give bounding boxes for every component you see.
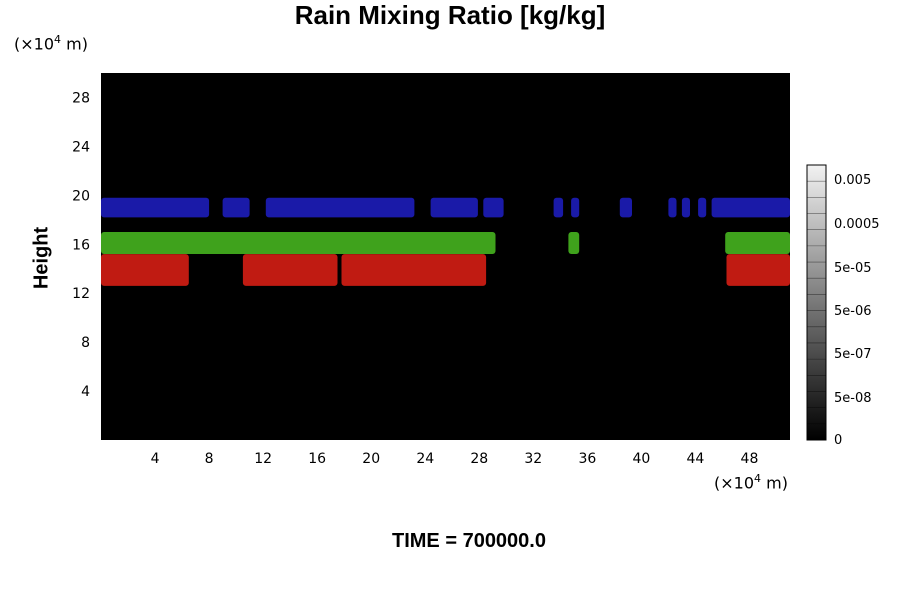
rain-band-segment — [681, 197, 690, 218]
x-tick-label: 28 — [470, 451, 488, 467]
x-tick-labels: 4 8 12 16 20 24 28 32 36 40 44 48 — [151, 451, 759, 467]
rain-band-segment — [725, 232, 790, 254]
rain-band-segment — [698, 197, 707, 218]
rain-band-segment — [571, 197, 580, 218]
rain-band-segment — [101, 197, 210, 218]
x-tick-label: 44 — [687, 451, 705, 467]
y-tick-label: 12 — [72, 286, 90, 302]
rain-band-segment — [341, 254, 487, 286]
y-tick-label: 16 — [72, 237, 90, 253]
x-tick-label: 16 — [308, 451, 326, 467]
rain-band-segment — [101, 254, 189, 286]
x-axis-unit: (×104 m) — [714, 472, 788, 493]
y-tick-labels: 4 8 12 16 20 24 28 — [72, 90, 90, 400]
x-tick-label: 48 — [741, 451, 759, 467]
rain-band-segment — [265, 197, 415, 218]
x-tick-label: 32 — [524, 451, 542, 467]
colorbar-label: 5e-07 — [834, 347, 872, 362]
y-tick-label: 4 — [81, 384, 90, 400]
rain-band-segment — [726, 254, 790, 286]
colorbar-label: 5e-05 — [834, 261, 872, 276]
rain-band-segment — [101, 232, 496, 254]
y-tick-label: 28 — [72, 90, 90, 106]
time-label: TIME = 700000.0 — [392, 530, 546, 552]
y-tick-label: 20 — [72, 188, 90, 204]
chart-title: Rain Mixing Ratio [kg/kg] — [294, 0, 606, 30]
y-axis-unit: (×104 m) — [14, 33, 88, 54]
colorbar-label: 0 — [834, 433, 842, 448]
rain-band-segment — [553, 197, 564, 218]
x-tick-label: 4 — [151, 451, 160, 467]
rain-band-segment — [711, 197, 790, 218]
rain-band-segment — [222, 197, 250, 218]
x-tick-label: 24 — [416, 451, 434, 467]
x-tick-label: 40 — [632, 451, 650, 467]
rain-band-segment — [568, 232, 580, 254]
colorbar: 0.005 0.0005 5e-05 5e-06 5e-07 5e-08 0 — [806, 164, 880, 448]
rain-band-segment — [242, 254, 338, 286]
colorbar-label: 0.005 — [834, 173, 871, 188]
x-tick-label: 20 — [362, 451, 380, 467]
colorbar-label: 5e-08 — [834, 391, 872, 406]
colorbar-label: 0.0005 — [834, 217, 880, 232]
x-tick-label: 36 — [578, 451, 596, 467]
colorbar-label: 5e-06 — [834, 304, 872, 319]
x-tick-label: 12 — [254, 451, 272, 467]
rain-band-segment — [668, 197, 677, 218]
y-tick-label: 8 — [81, 335, 90, 351]
rain-band-segment — [483, 197, 504, 218]
y-tick-label: 24 — [72, 139, 90, 155]
rain-band-segment — [619, 197, 632, 218]
x-tick-label: 8 — [205, 451, 214, 467]
rain-bands — [101, 197, 790, 286]
rain-band-segment — [430, 197, 478, 218]
